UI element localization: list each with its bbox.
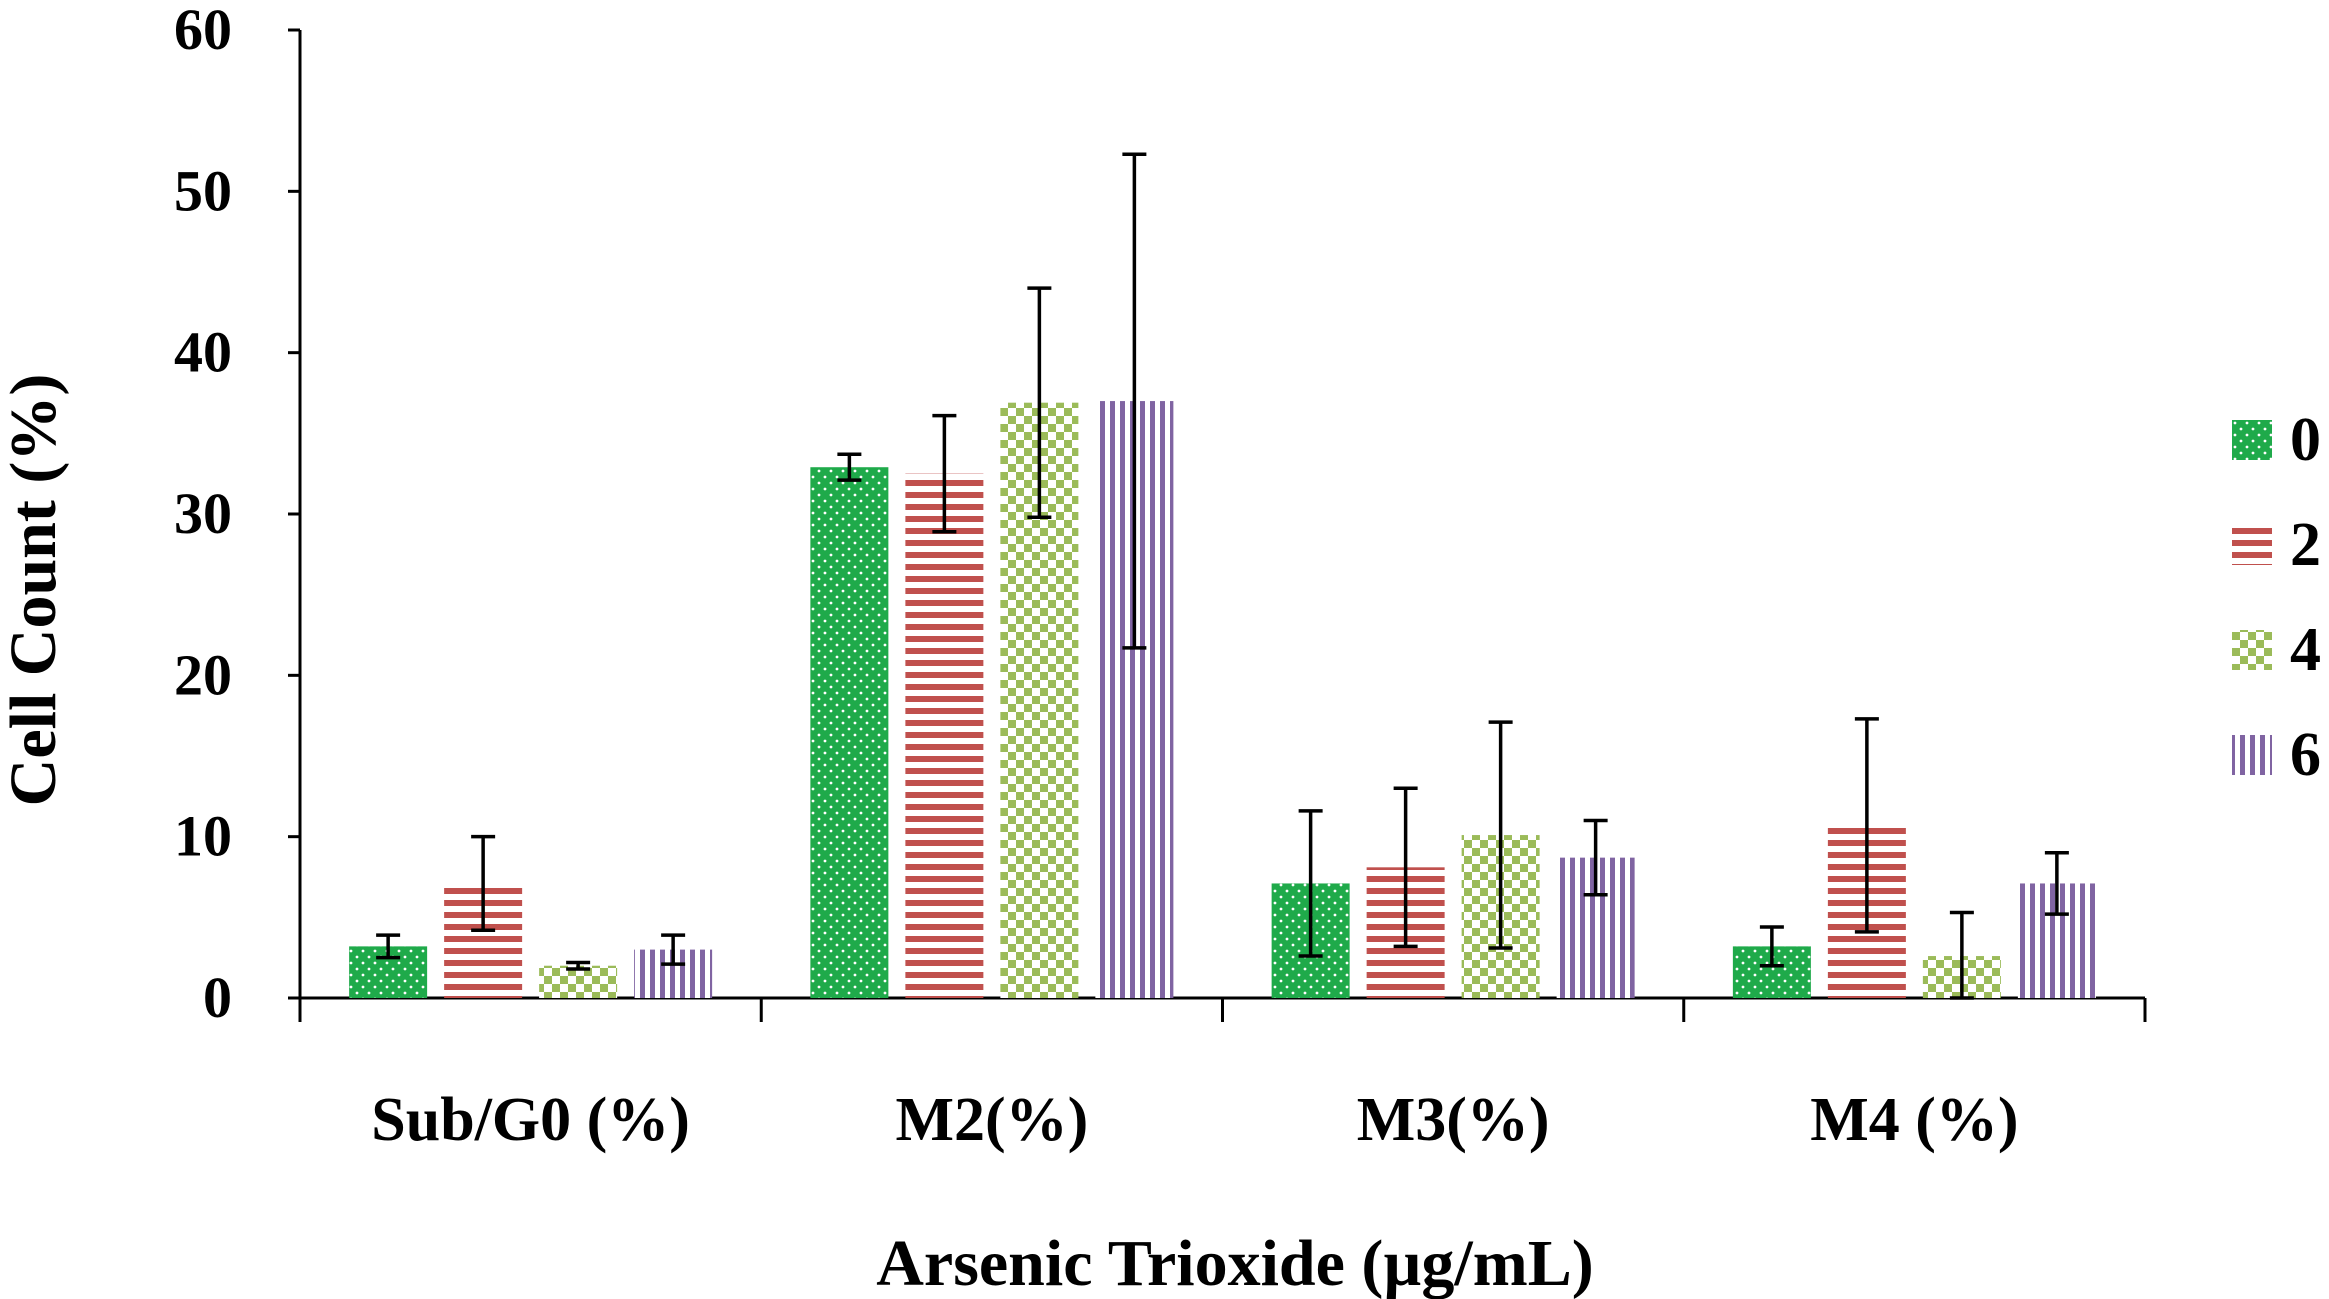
y-tick-label: 60 <box>174 0 232 62</box>
legend: 0 2 4 6 <box>2232 406 2321 789</box>
legend-label: 2 <box>2290 511 2321 579</box>
legend-swatch <box>2232 735 2272 775</box>
y-tick-label: 40 <box>174 320 232 385</box>
legend-label: 4 <box>2290 616 2321 684</box>
y-tick-label: 20 <box>174 642 232 707</box>
legend-label: 0 <box>2290 406 2321 474</box>
x-axis-title: Arsenic Trioxide (µg/mL) <box>876 1227 1594 1299</box>
y-tick-label: 30 <box>174 481 232 546</box>
x-category-label: M3(%) <box>1357 1086 1550 1154</box>
y-tick-label: 0 <box>203 965 232 1030</box>
y-tick-label: 10 <box>174 804 232 869</box>
legend-swatch <box>2232 420 2272 460</box>
bar <box>905 473 984 999</box>
bar <box>539 965 618 998</box>
bars <box>349 401 2096 999</box>
legend-swatch <box>2232 630 2272 670</box>
error-bars <box>376 152 2069 1000</box>
x-category-label: M2(%) <box>895 1086 1088 1154</box>
y-axis: 0 10 20 30 40 50 60 <box>174 0 302 1030</box>
y-axis-title: Cell Count (%) <box>0 374 70 807</box>
y-tick-label: 50 <box>174 158 232 223</box>
x-category-label: Sub/G0 (%) <box>371 1086 690 1154</box>
legend-swatch <box>2232 525 2272 565</box>
bar <box>810 467 889 998</box>
x-category-label: M4 (%) <box>1810 1086 2018 1154</box>
legend-label: 6 <box>2290 721 2321 789</box>
x-axis: Sub/G0 (%) M2(%) M3(%) M4 (%) <box>298 996 2147 1154</box>
